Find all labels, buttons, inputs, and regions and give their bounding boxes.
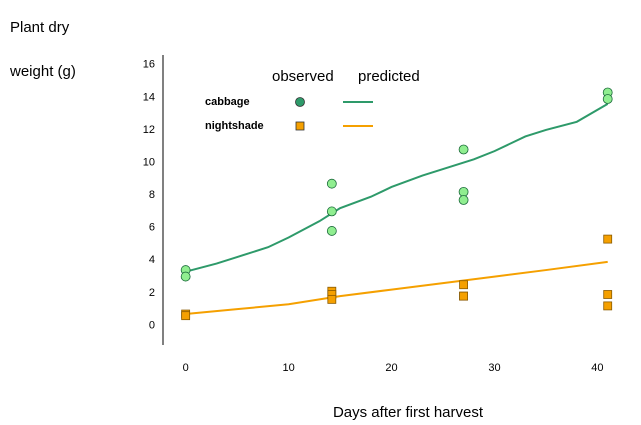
observed-point	[603, 290, 613, 299]
observed-point	[458, 195, 469, 205]
observed-point	[327, 294, 337, 304]
y-tick-label: 2	[149, 287, 155, 299]
predicted-line	[185, 260, 608, 316]
x-tick-label: 20	[385, 362, 397, 374]
x-tick-label: 40	[591, 362, 603, 374]
observed-point	[603, 301, 613, 311]
observed-point	[459, 280, 468, 290]
y-axis-label: Plant dry	[10, 19, 70, 36]
observed-point	[459, 291, 468, 301]
observed-point	[326, 206, 337, 217]
x-tick-label: 0	[183, 362, 189, 374]
y-tick-label: 4	[149, 254, 155, 266]
legend-header: observed	[272, 68, 334, 85]
legend-label: cabbage	[205, 96, 250, 108]
x-tick-label: 10	[282, 362, 294, 374]
x-tick-label: 30	[488, 362, 500, 374]
legend-label: nightshade	[205, 120, 264, 132]
observed-point	[180, 271, 191, 282]
y-tick-label: 8	[149, 189, 155, 201]
x-axis-label: Days after first harvest	[333, 404, 484, 421]
y-tick-label: 14	[143, 91, 155, 103]
observed-point	[458, 144, 469, 155]
legend-marker	[295, 121, 305, 131]
observed-point	[603, 234, 613, 244]
y-tick-label: 16	[143, 59, 155, 71]
y-tick-label: 12	[143, 124, 155, 136]
observed-point	[458, 186, 469, 197]
predicted-line	[185, 103, 609, 273]
y-tick-label: 0	[149, 319, 155, 331]
observed-point	[326, 178, 337, 189]
y-tick-label: 6	[149, 222, 155, 234]
y-axis-label: weight (g)	[9, 63, 76, 80]
legend-header: predicted	[358, 68, 420, 85]
observed-point	[181, 311, 191, 321]
observed-point	[326, 226, 337, 236]
observed-point	[602, 94, 613, 104]
y-tick-label: 10	[143, 156, 155, 168]
legend-marker	[295, 97, 305, 107]
